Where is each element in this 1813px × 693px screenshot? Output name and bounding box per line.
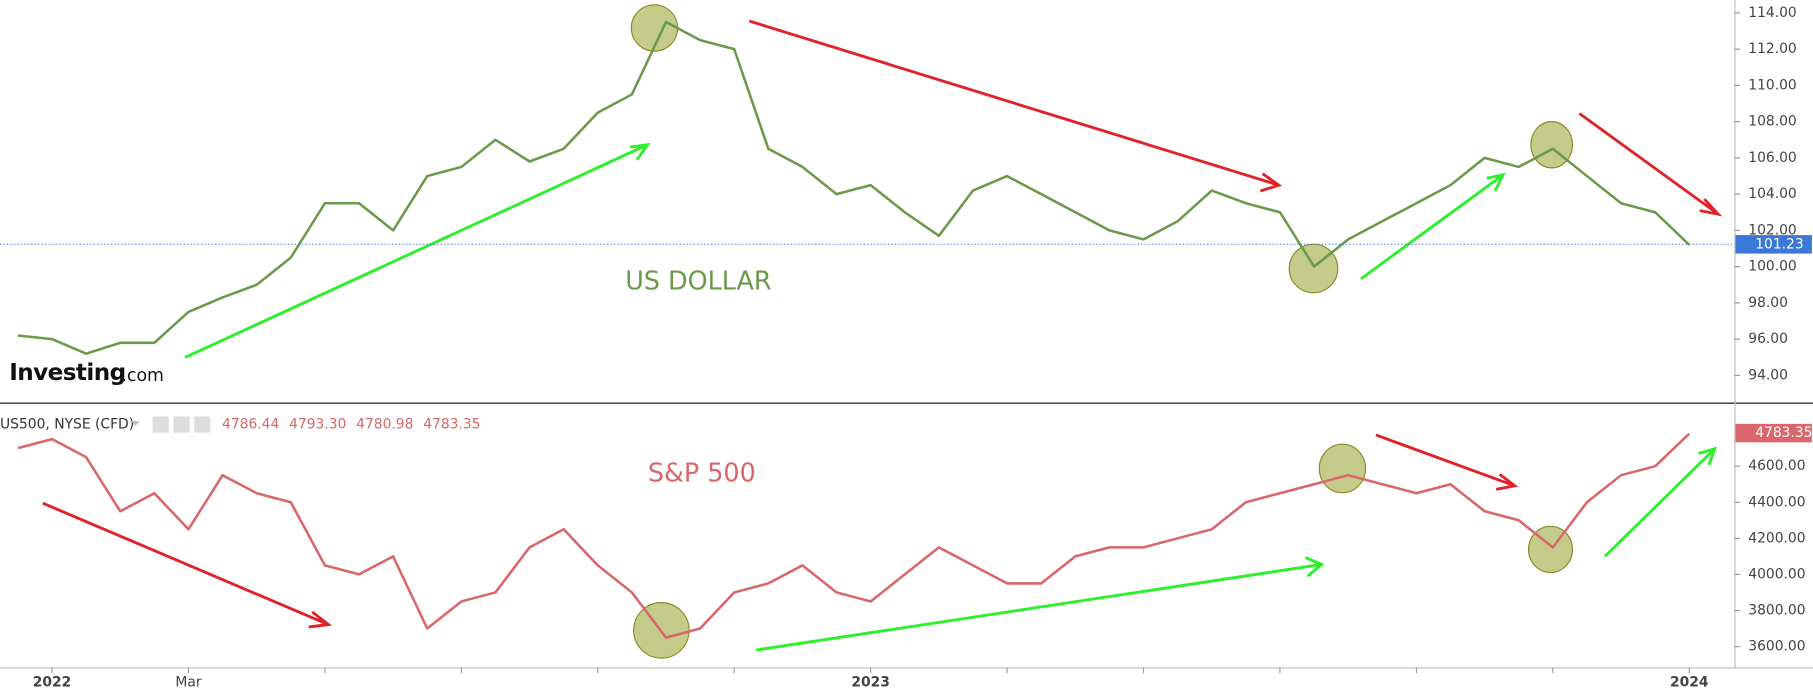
y-tick-label: 106.00	[1748, 150, 1797, 166]
series-annotation: US DOLLAR	[625, 265, 771, 295]
arrow	[42, 501, 333, 629]
arrow	[1578, 112, 1723, 217]
y-tick-label: 4200.00	[1748, 530, 1805, 546]
price-tag	[1735, 235, 1812, 254]
y-tick-label: 3600.00	[1748, 639, 1805, 655]
y-tick-label: 4600.00	[1748, 458, 1805, 474]
x-tick-label: 2024	[1670, 674, 1709, 690]
arrow	[1603, 446, 1718, 558]
y-tick-label: 4400.00	[1748, 494, 1805, 510]
y-tick-label: 98.00	[1748, 295, 1788, 311]
y-tick-label: 114.00	[1748, 5, 1797, 21]
red-arrows	[42, 19, 1723, 629]
highlight-circle	[1318, 443, 1367, 494]
arrow	[1375, 433, 1519, 491]
symbol-label: US500, NYSE (CFD)	[0, 417, 134, 433]
arrow	[184, 142, 651, 359]
y-tick-label: 102.00	[1748, 222, 1797, 238]
logo: Investing	[9, 360, 125, 386]
x-tick-label: Mar	[175, 674, 201, 690]
y-tick-label: 110.00	[1748, 77, 1797, 93]
ohlc-value: 4780.98	[356, 417, 413, 433]
ohlc-value: 4783.35	[423, 417, 480, 433]
ohlc-value: 4786.44	[222, 417, 279, 433]
icon	[194, 416, 211, 433]
highlight-circle	[1288, 243, 1339, 294]
logo-suffix: .com	[121, 366, 164, 386]
data-line	[17, 432, 1691, 639]
y-tick-label: 108.00	[1748, 114, 1797, 130]
dropdown-icon	[130, 421, 140, 426]
ohlc-value: 4793.30	[289, 417, 346, 433]
price-tag	[1735, 423, 1812, 443]
price-tag-label: 101.23	[1755, 236, 1804, 252]
icon	[173, 416, 190, 433]
arrow	[1360, 172, 1506, 281]
y-tick-label: 100.00	[1748, 259, 1797, 275]
x-tick-label: 2023	[851, 674, 890, 690]
series-annotation: S&P 500	[648, 457, 756, 487]
y-tick-label: 104.00	[1748, 186, 1797, 202]
y-tick-label: 94.00	[1748, 367, 1788, 383]
data-line	[17, 20, 1691, 355]
y-tick-label: 3800.00	[1748, 603, 1805, 619]
arrow	[755, 556, 1325, 652]
y-tick-label: 112.00	[1748, 41, 1797, 57]
y-tick-label: 96.00	[1748, 331, 1788, 347]
price-tag-label: 4783.35	[1755, 425, 1812, 441]
arrow	[748, 19, 1283, 193]
icon	[152, 416, 169, 433]
y-tick-label: 4000.00	[1748, 566, 1805, 582]
green-arrows	[184, 142, 1718, 652]
x-tick-label: 2022	[33, 674, 72, 690]
